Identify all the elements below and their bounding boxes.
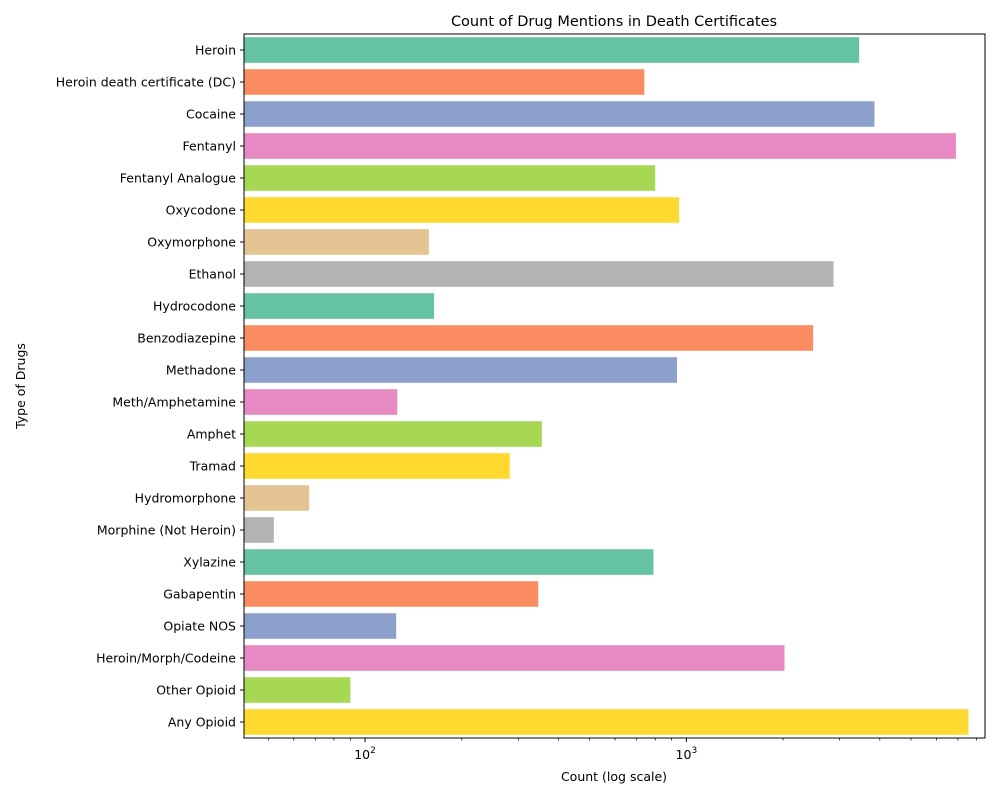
x-tick-group: 102 103 [267, 738, 977, 762]
bar [244, 453, 510, 479]
chart-title: Count of Drug Mentions in Death Certific… [451, 14, 777, 30]
y-axis-label: Type of Drugs [13, 343, 28, 430]
x-tick-exponent: 3 [691, 746, 697, 756]
bar [244, 101, 875, 127]
y-tick-label: Heroin death certificate (DC) [56, 75, 236, 90]
bar [244, 325, 814, 351]
x-tick-exponent: 2 [370, 746, 376, 756]
bar [244, 261, 834, 287]
y-tick-label: Meth/Amphetamine [112, 395, 236, 410]
y-tick-label: Ethanol [189, 267, 236, 282]
x-tick-base: 10 [354, 747, 370, 762]
y-tick-label: Hydromorphone [135, 491, 237, 506]
y-tick-label: Methadone [166, 363, 236, 378]
y-tick-label: Tramad [189, 459, 236, 474]
y-tick-group: Heroin Heroin death certificate (DC) Cocai… [56, 43, 244, 730]
bar [244, 197, 680, 223]
y-tick-label: Cocaine [186, 107, 236, 122]
bar [244, 485, 310, 511]
bar [244, 133, 956, 159]
bar [244, 165, 656, 191]
y-tick-label: Benzodiazepine [137, 331, 236, 346]
bar [244, 37, 860, 63]
bar [244, 709, 969, 735]
bar [244, 677, 351, 703]
bar [244, 357, 677, 383]
y-tick-label: Hydrocodone [153, 299, 236, 314]
plot-frame [243, 33, 986, 739]
bar [244, 389, 398, 415]
bar [244, 549, 654, 575]
y-tick-label: Heroin [195, 43, 236, 58]
bars-group [244, 37, 969, 735]
bar [244, 229, 429, 255]
x-tick-label: 103 [676, 746, 698, 762]
bar [244, 645, 785, 671]
y-tick-label: Any Opioid [168, 715, 236, 730]
x-tick-label: 102 [354, 746, 376, 762]
bar [244, 293, 435, 319]
y-tick-label: Other Opioid [156, 683, 236, 698]
x-tick-base: 10 [676, 747, 692, 762]
y-tick-label: Fentanyl Analogue [120, 171, 237, 186]
bar [244, 517, 274, 543]
y-tick-label: Oxycodone [166, 203, 237, 218]
y-tick-label: Xylazine [183, 555, 236, 570]
y-tick-label: Heroin/Morph/Codeine [96, 651, 236, 666]
bar [244, 613, 397, 639]
y-tick-label: Amphet [187, 427, 236, 442]
y-tick-label: Fentanyl [183, 139, 236, 154]
bar [244, 69, 645, 95]
bar [244, 581, 539, 607]
y-tick-label: Oxymorphone [147, 235, 236, 250]
y-tick-label: Opiate NOS [163, 619, 236, 634]
y-tick-label: Morphine (Not Heroin) [97, 523, 236, 538]
y-tick-label: Gabapentin [163, 587, 236, 602]
x-axis-label: Count (log scale) [561, 769, 667, 784]
bar [244, 421, 542, 447]
